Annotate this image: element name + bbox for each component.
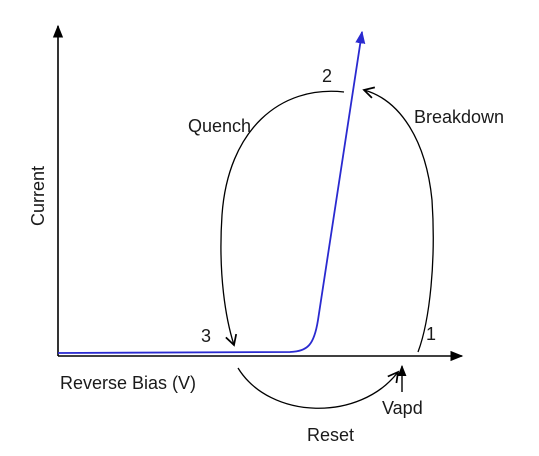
point-2-label: 2	[322, 66, 332, 86]
x-axis-label: Reverse Bias (V)	[60, 373, 196, 393]
breakdown-label: Breakdown	[414, 107, 504, 127]
point-3-label: 3	[201, 326, 211, 346]
quench-arrow	[220, 90, 345, 347]
reset-arrow	[237, 367, 400, 409]
vapd-label: Vapd	[382, 398, 423, 418]
iv-curve	[57, 30, 366, 354]
breakdown-arrow	[362, 86, 434, 353]
point-1-label: 1	[426, 324, 436, 344]
y-axis-label: Current	[28, 166, 48, 226]
reset-label: Reset	[307, 425, 354, 445]
quench-label: Quench	[188, 116, 251, 136]
